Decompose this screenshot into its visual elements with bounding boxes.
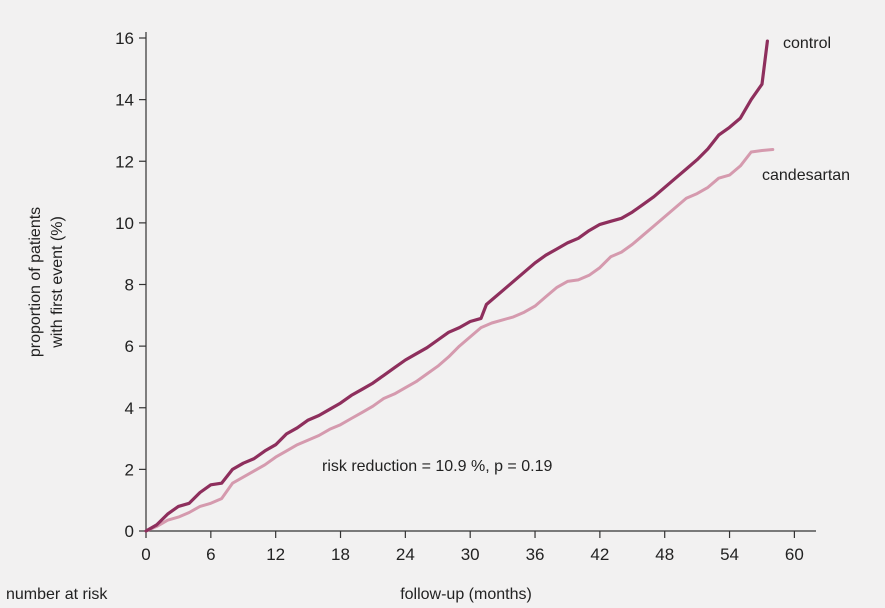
x-tick-label: 18 [331, 545, 350, 564]
series-layer [144, 39, 775, 533]
y-axis-title-line-1: proportion of patients [27, 207, 44, 357]
x-tick-label: 36 [526, 545, 545, 564]
risk-reduction-annotation: risk reduction = 10.9 %, p = 0.19 [322, 458, 552, 475]
x-tick-label: 42 [590, 545, 609, 564]
y-tick-label: 12 [115, 152, 134, 171]
x-tick-label: 48 [655, 545, 674, 564]
y-tick-label: 6 [125, 337, 134, 356]
series-label-control: control [783, 35, 831, 52]
x-tick-label: 12 [266, 545, 285, 564]
x-tick-label: 24 [396, 545, 415, 564]
y-tick-label: 10 [115, 214, 134, 233]
y-tick-label: 2 [125, 460, 134, 479]
y-tick-label: 16 [115, 29, 134, 48]
y-tick-label: 8 [125, 276, 134, 295]
y-tick-label: 0 [125, 522, 134, 541]
y-tick-label: 4 [125, 399, 134, 418]
x-tick-label: 30 [461, 545, 480, 564]
x-tick-label: 0 [141, 545, 150, 564]
x-axis-title: follow-up (months) [400, 586, 532, 603]
y-tick-label: 14 [115, 91, 134, 110]
x-tick-label: 6 [206, 545, 215, 564]
number-at-risk-label: number at risk [6, 586, 108, 603]
x-tick-label: 60 [785, 545, 804, 564]
series-line-candesartan [144, 148, 775, 533]
y-axis-title-line-2: with first event (%) [49, 216, 66, 349]
series-label-candesartan: candesartan [762, 167, 850, 184]
series-line-control [144, 39, 769, 533]
x-tick-label: 54 [720, 545, 739, 564]
